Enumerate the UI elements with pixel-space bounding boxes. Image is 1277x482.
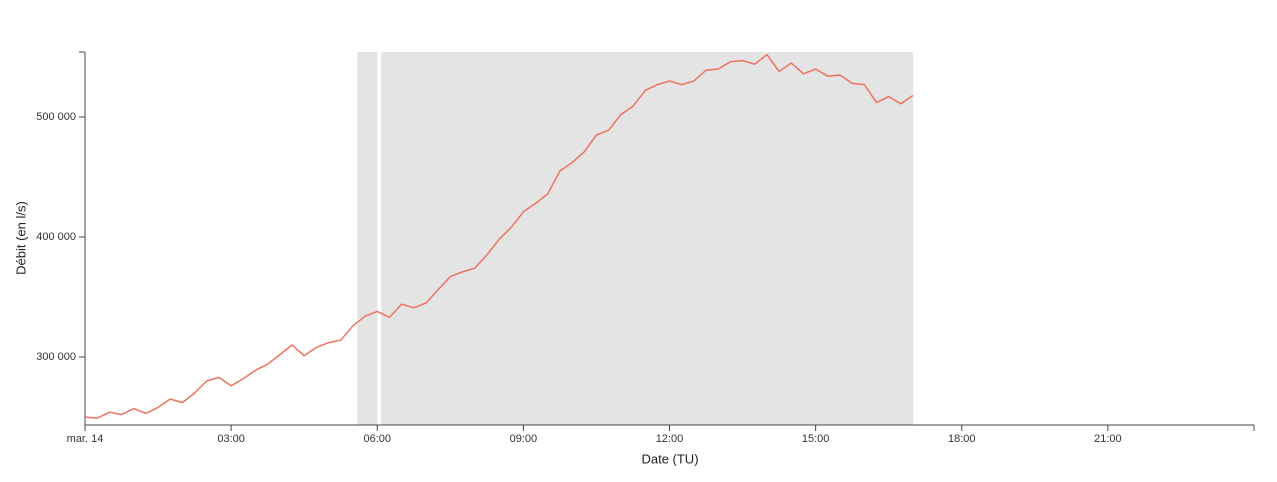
y-axis-title: Débit (en l/s) (13, 201, 28, 275)
x-axis-title: Date (TU) (641, 451, 698, 466)
x-tick-label: 06:00 (363, 433, 391, 445)
shade-layer (357, 52, 914, 425)
x-tick-label: 18:00 (948, 433, 976, 445)
shaded-region (381, 52, 914, 425)
x-tick-label: 03:00 (217, 433, 245, 445)
x-tick-label: 12:00 (656, 433, 684, 445)
y-tick-label: 400 000 (36, 231, 76, 243)
data-line (84, 53, 914, 419)
x-tick-label: 21:00 (1094, 433, 1122, 445)
x-tick-label: 15:00 (802, 433, 830, 445)
y-tick-label: 300 000 (36, 351, 76, 363)
shaded-region (357, 52, 378, 425)
x-tick-label: mar. 14 (67, 433, 104, 445)
y-tick-label: 500 000 (36, 111, 76, 123)
x-tick-label: 09:00 (510, 433, 538, 445)
